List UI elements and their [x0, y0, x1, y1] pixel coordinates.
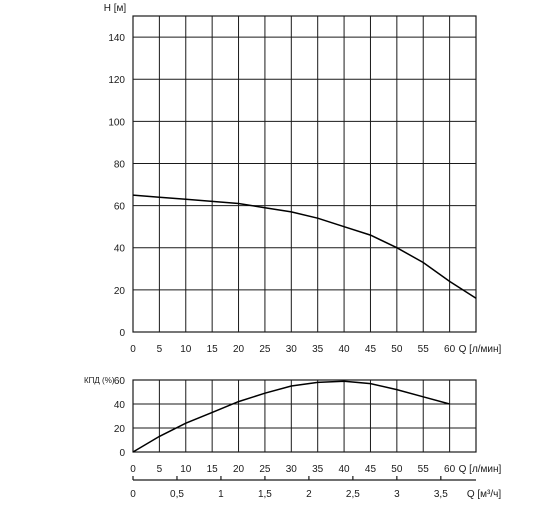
eff-y-tick-label: 0	[119, 448, 125, 459]
m3h-tick-label: 1,5	[258, 489, 272, 500]
h-x-tick-label: 25	[259, 344, 271, 355]
eff-x-tick-label: 5	[157, 464, 163, 475]
eff-x-tick-label: 60	[444, 464, 456, 475]
m3h-tick-label: 2	[306, 489, 312, 500]
h-y-tick-label: 40	[114, 244, 126, 255]
h-y-tick-label: 0	[119, 328, 125, 339]
eff-x-tick-label: 10	[180, 464, 192, 475]
h-x-tick-label: 55	[418, 344, 430, 355]
eff-x-tick-label: 45	[365, 464, 377, 475]
eff-x-tick-label: 30	[286, 464, 298, 475]
m3h-tick-label: 3,5	[434, 489, 448, 500]
h-x-tick-label: 30	[286, 344, 298, 355]
h-x-tick-label: 5	[157, 344, 163, 355]
h-y-tick-label: 100	[108, 117, 125, 128]
eff-x-tick-label: 40	[339, 464, 351, 475]
h-plot-frame	[132, 15, 477, 333]
m3h-tick-label: 1	[218, 489, 224, 500]
h-x-tick-label: 10	[180, 344, 192, 355]
eff-y-tick-label: 60	[114, 376, 126, 387]
h-x-tick-label: 45	[365, 344, 377, 355]
m3h-tick-label: 0,5	[170, 489, 184, 500]
eff-x-tick-label: 55	[418, 464, 430, 475]
h-y-tick-label: 60	[114, 202, 126, 213]
m3h-tick-label: 3	[394, 489, 400, 500]
h-y-tick-label: 20	[114, 286, 126, 297]
h-x-tick-label: 60	[444, 344, 456, 355]
eff-y-axis-label: КПД (%)	[84, 376, 115, 385]
h-x-tick-label: 20	[233, 344, 245, 355]
h-x-tick-label: 35	[312, 344, 324, 355]
eff-y-tick-label: 40	[114, 400, 126, 411]
h-x-axis-label: Q [л/мин]	[459, 344, 502, 355]
m3h-tick-label: 0	[130, 489, 136, 500]
eff-x-tick-label: 35	[312, 464, 324, 475]
h-x-tick-label: 50	[391, 344, 403, 355]
eff-x-tick-label: 25	[259, 464, 271, 475]
eff-x-tick-label: 15	[207, 464, 219, 475]
eff-curve-line	[132, 380, 450, 453]
h-y-axis-label: H [м]	[104, 3, 127, 14]
h-curve-line	[132, 194, 477, 299]
m3h-axis-label: Q [м³/ч]	[467, 489, 502, 500]
eff-plot-frame	[132, 379, 477, 453]
h-x-tick-label: 15	[207, 344, 219, 355]
eff-x-tick-label: 20	[233, 464, 245, 475]
h-y-tick-label: 80	[114, 159, 126, 170]
m3h-tick-label: 2,5	[346, 489, 360, 500]
eff-x-tick-label: 50	[391, 464, 403, 475]
eff-x-tick-label: 0	[130, 464, 136, 475]
h-y-tick-label: 120	[108, 75, 125, 86]
eff-y-tick-label: 20	[114, 424, 126, 435]
h-x-tick-label: 40	[339, 344, 351, 355]
h-y-tick-label: 140	[108, 33, 125, 44]
h-x-tick-label: 0	[130, 344, 136, 355]
eff-x-axis-label: Q [л/мин]	[459, 464, 502, 475]
